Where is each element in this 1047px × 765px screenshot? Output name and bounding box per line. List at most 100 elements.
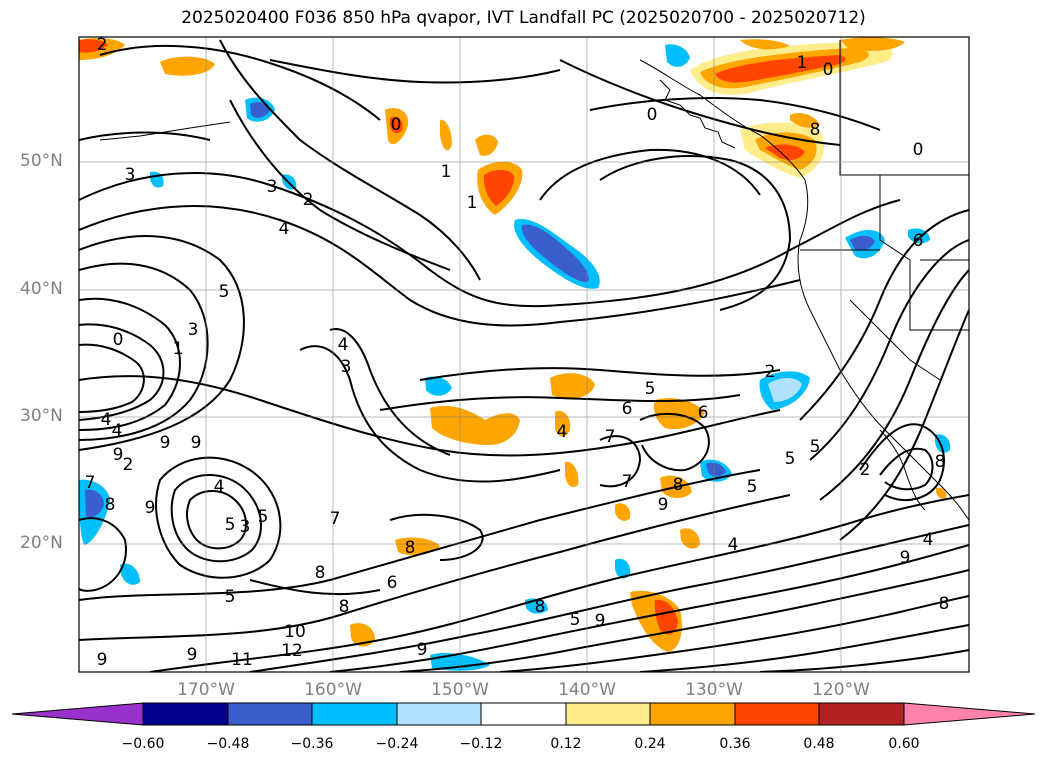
colorbar-tick-label: 0.48 — [803, 736, 835, 752]
colorbar-segment — [480, 702, 567, 726]
lon-label: 120°W — [812, 680, 870, 700]
contour-label: 2 — [303, 190, 314, 210]
contour-label: 5 — [810, 437, 821, 457]
colorbar-segment — [649, 702, 736, 726]
contour-label: 4 — [279, 219, 290, 239]
contour-label: 0 — [113, 330, 124, 350]
colorbar-segment — [311, 702, 398, 726]
contour-label: 7 — [622, 472, 633, 492]
qvapor-shading — [79, 37, 951, 671]
contour-label: 4 — [923, 530, 934, 550]
contour-label: 9 — [145, 498, 156, 518]
contour-label: 5 — [258, 507, 269, 527]
lon-label: 160°W — [304, 680, 362, 700]
contour-label: 4 — [214, 477, 225, 497]
contour-label: 9 — [113, 445, 124, 465]
contour-label: 6 — [622, 399, 633, 419]
contour-label: 3 — [341, 357, 352, 377]
contour-label: 2 — [123, 455, 134, 475]
contour-label: 3 — [267, 177, 278, 197]
contour-label: 5 — [645, 379, 656, 399]
contour-label: 9 — [160, 433, 171, 453]
contour-label: 5 — [785, 449, 796, 469]
contour-label: 5 — [225, 587, 236, 607]
ivt-contours — [79, 39, 969, 672]
lat-label: 30°N — [20, 406, 63, 426]
colorbar-tick-label: −0.60 — [121, 736, 165, 752]
gridlines — [79, 37, 969, 672]
contour-label: 10 — [284, 622, 306, 642]
contour-label: 0 — [391, 115, 402, 135]
contour-label: 8 — [315, 563, 326, 583]
contour-label: 8 — [935, 452, 946, 472]
contour-label: 3 — [240, 517, 251, 537]
colorbar-segment — [818, 702, 905, 726]
colorbar-tick-label: 0.36 — [719, 736, 751, 752]
contour-label: 9 — [191, 433, 202, 453]
lon-label: 130°W — [685, 680, 743, 700]
colorbar-tick-label: −0.48 — [206, 736, 250, 752]
contour-label: 7 — [330, 509, 341, 529]
contour-label: 2 — [765, 362, 776, 382]
colorbar-segment — [227, 702, 313, 726]
contour-label: 9 — [97, 650, 108, 670]
contour-label: 11 — [231, 650, 253, 670]
colorbar-segment — [565, 702, 651, 726]
lon-label: 150°W — [431, 680, 489, 700]
figure-title: 2025020400 F036 850 hPa qvapor, IVT Land… — [181, 8, 866, 28]
contour-label: 8 — [673, 475, 684, 495]
lat-label: 20°N — [20, 533, 63, 553]
contour-label: 4 — [101, 410, 112, 430]
coastlines — [99, 40, 969, 521]
contour-label: 9 — [417, 640, 428, 660]
contour-label: 4 — [557, 422, 568, 442]
lon-label: 170°W — [177, 680, 235, 700]
colorbar-segment — [734, 702, 820, 726]
contour-label: 1 — [441, 162, 452, 182]
colorbar-tick-label: −0.12 — [459, 736, 503, 752]
contour-label: 8 — [535, 597, 546, 617]
contour-label: 9 — [595, 611, 606, 631]
contour-label: 1 — [173, 339, 184, 359]
colorbar-extend-max — [903, 702, 1036, 726]
contour-label: 6 — [913, 231, 924, 251]
contour-label: 9 — [658, 495, 669, 515]
contour-label: 6 — [387, 573, 398, 593]
contour-label: 5 — [225, 515, 236, 535]
contour-label: 8 — [105, 495, 116, 515]
lat-label: 50°N — [20, 151, 63, 171]
contour-label: 1 — [797, 53, 808, 73]
colorbar-tick-label: −0.36 — [290, 736, 334, 752]
colorbar-segment — [142, 702, 229, 726]
colorbar-tick-label: 0.12 — [550, 736, 582, 752]
contour-label: 0 — [647, 105, 658, 125]
contour-label: 8 — [339, 597, 350, 617]
contour-labels: 2 0 1 0 0 8 0 1 1 3 3 2 4 0 5 3 1 4 3 5 … — [85, 35, 950, 670]
contour-label: 2 — [97, 35, 108, 55]
contour-label: 2 — [860, 460, 871, 480]
contour-label: 9 — [900, 548, 911, 568]
contour-label: 9 — [187, 645, 198, 665]
contour-label: 0 — [823, 60, 834, 80]
contour-label: 1 — [467, 193, 478, 213]
colorbar-extend-min — [11, 702, 144, 726]
contour-label: 7 — [85, 473, 96, 493]
contour-label: 8 — [405, 538, 416, 558]
contour-label: 6 — [698, 403, 709, 423]
colorbar — [11, 702, 1036, 726]
contour-label: 5 — [747, 477, 758, 497]
contour-label: 8 — [939, 594, 950, 614]
contour-label: 3 — [188, 320, 199, 340]
lon-label: 140°W — [558, 680, 616, 700]
contour-label: 8 — [810, 120, 821, 140]
contour-label: 12 — [281, 641, 303, 661]
colorbar-segment — [396, 702, 482, 726]
map-plot-area: 2 0 1 0 0 8 0 1 1 3 3 2 4 0 5 3 1 4 3 5 … — [79, 35, 969, 672]
contour-label: 3 — [125, 165, 136, 185]
contour-label: 0 — [913, 140, 924, 160]
colorbar-tick-label: −0.24 — [375, 736, 419, 752]
contour-label: 4 — [112, 421, 123, 441]
contour-label: 4 — [338, 335, 349, 355]
contour-label: 7 — [605, 427, 616, 447]
